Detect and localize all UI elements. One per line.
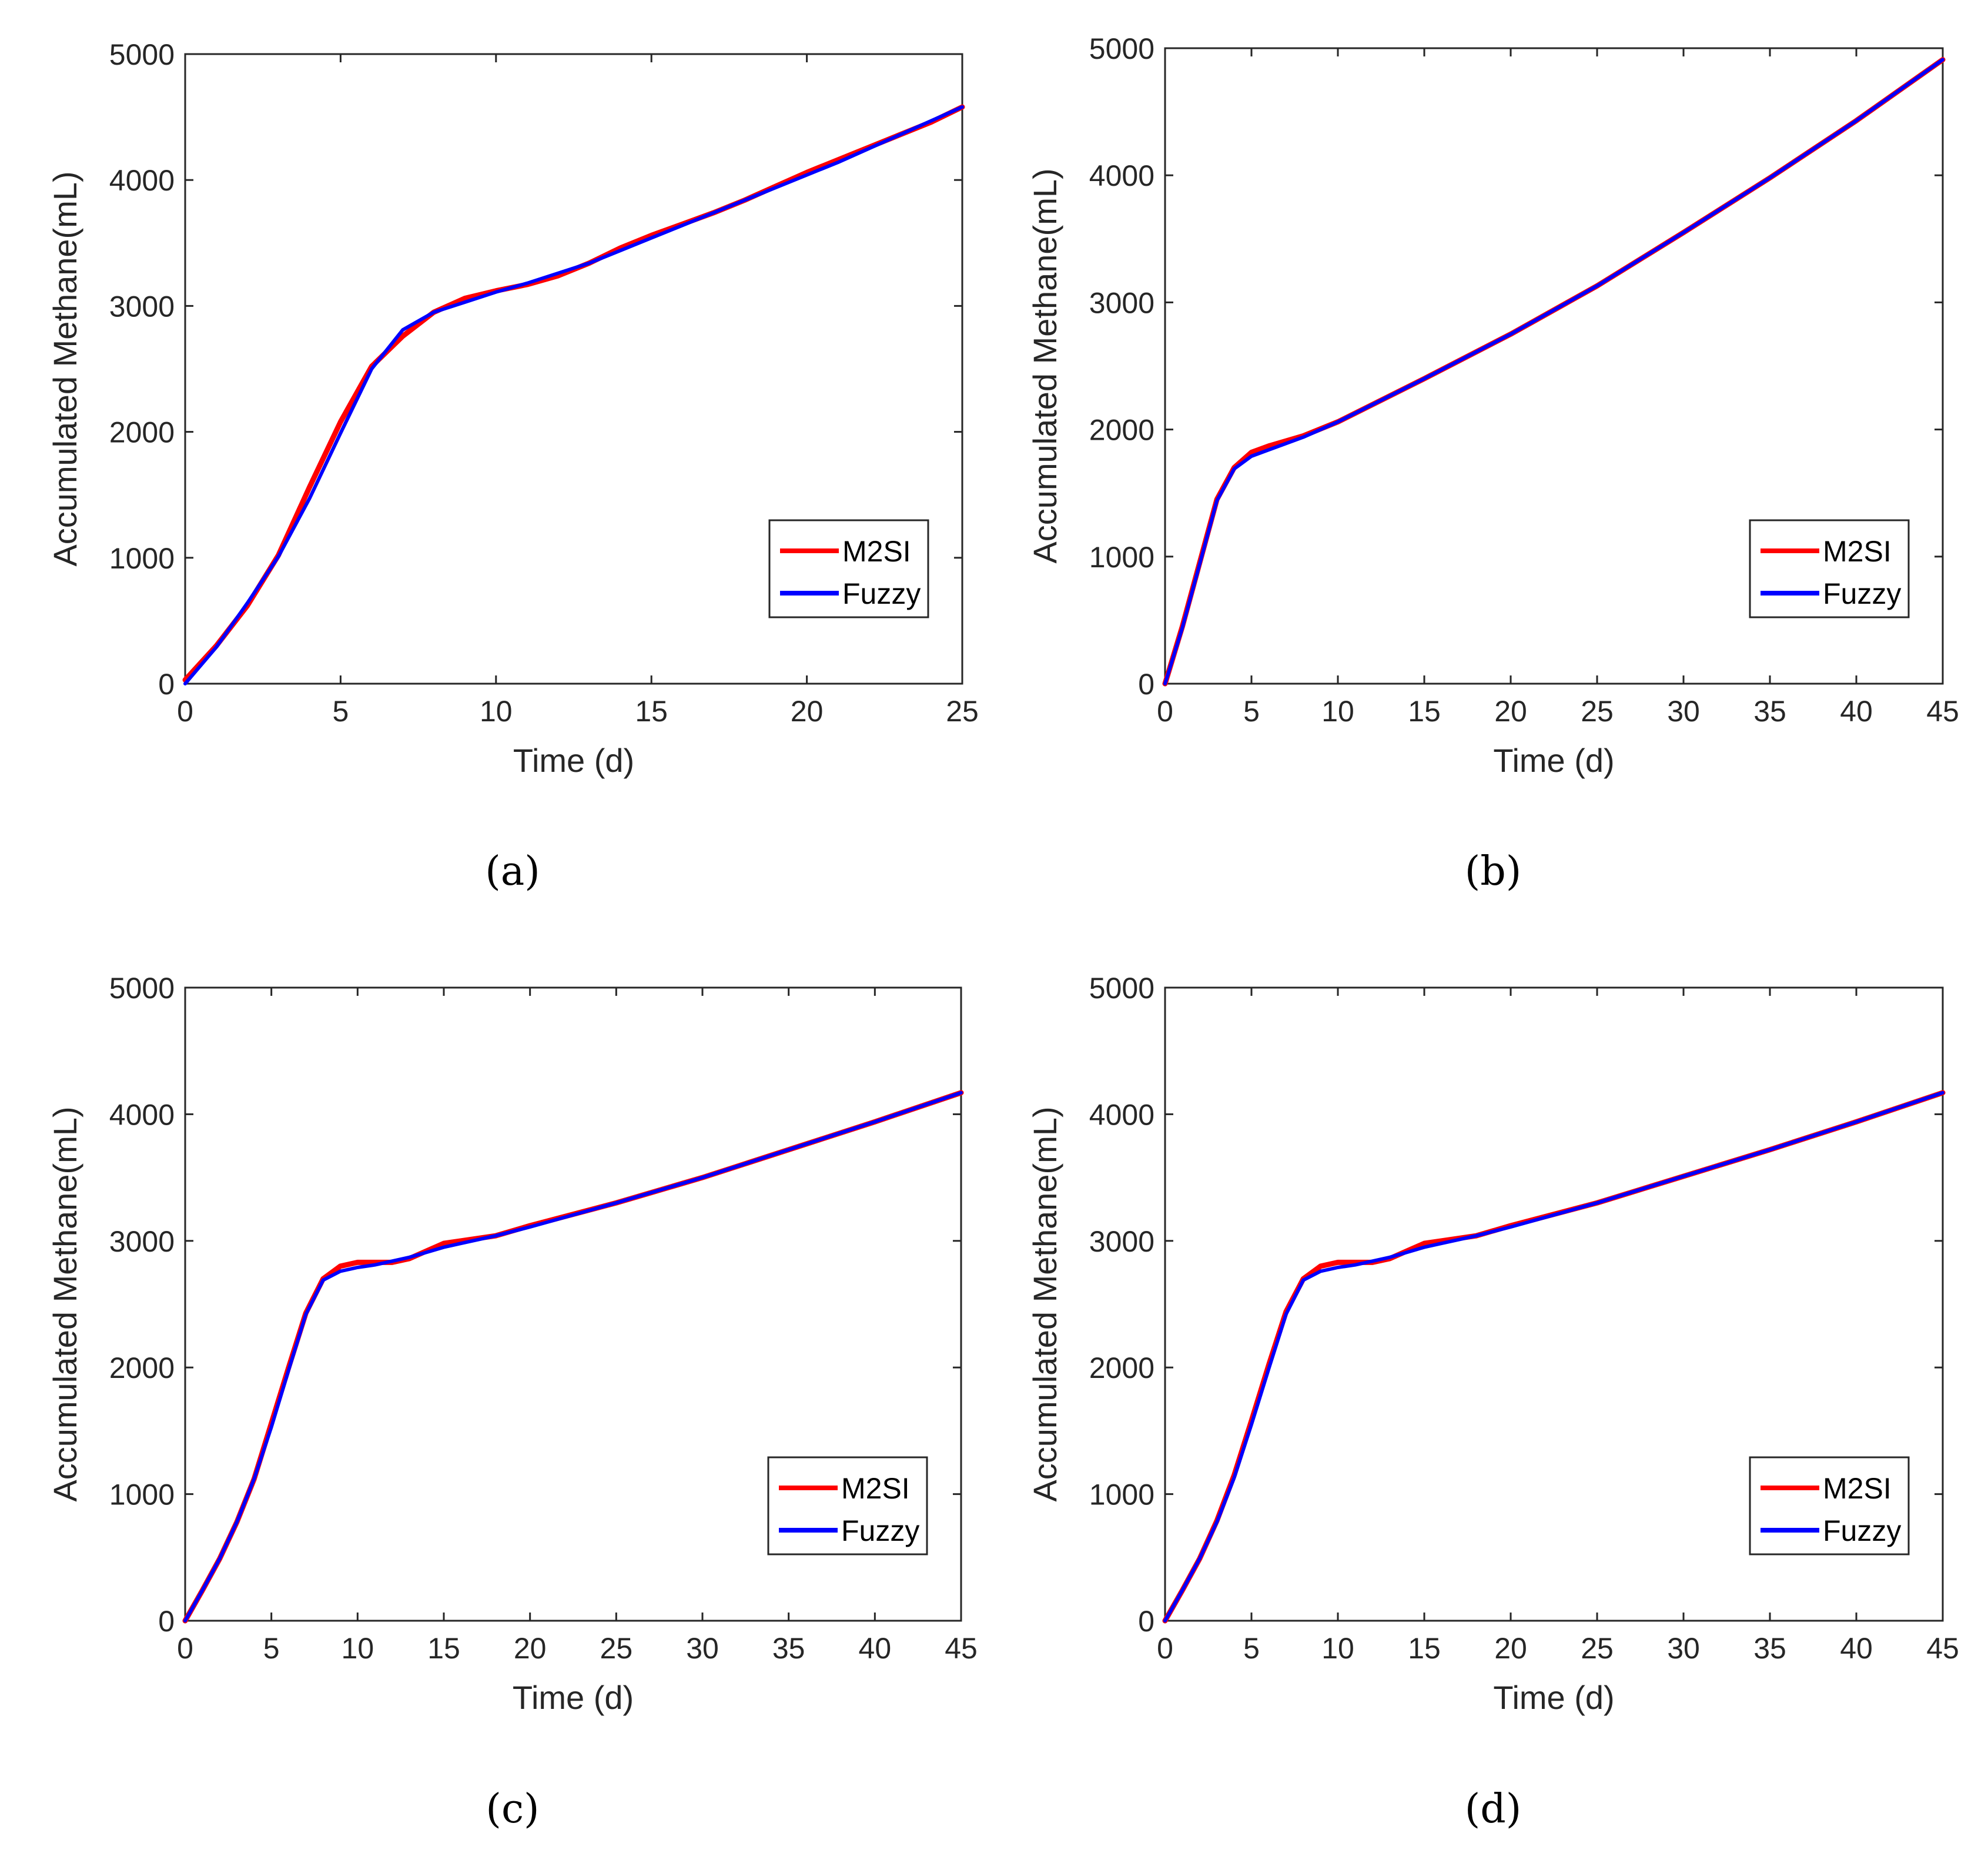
- y-tick-label: 5000: [1089, 972, 1154, 1005]
- y-tick-label: 1000: [1089, 541, 1154, 574]
- legend: M2SI Fuzzy: [767, 1456, 928, 1555]
- legend-box: [1749, 1456, 1910, 1555]
- x-tick-label: 40: [859, 1632, 892, 1665]
- y-tick-label: 5000: [109, 972, 175, 1005]
- y-tick-label: 3000: [109, 1225, 175, 1258]
- legend-box: [768, 519, 929, 618]
- y-tick-label: 2000: [1089, 1351, 1154, 1384]
- x-tick-label: 40: [1840, 1632, 1873, 1665]
- x-tick-label: 25: [600, 1632, 633, 1665]
- series-line-fuzzy: [183, 1090, 963, 1623]
- x-tick-label: 5: [1243, 695, 1260, 728]
- y-tick-label: 3000: [1089, 286, 1154, 319]
- y-axis-label: Accumulated Methane(mL): [1026, 1106, 1063, 1501]
- y-tick-label: 4000: [1089, 159, 1154, 192]
- panel-caption: (d): [1465, 1786, 1522, 1832]
- x-axis-label: Time (d): [513, 1679, 634, 1716]
- series-line-fuzzy: [1163, 1090, 1945, 1623]
- legend-box: [1749, 519, 1910, 618]
- x-tick-label: 15: [427, 1632, 460, 1665]
- y-tick-label: 4000: [109, 164, 175, 197]
- x-tick-label: 10: [342, 1632, 374, 1665]
- series-line-fuzzy: [1163, 58, 1945, 685]
- y-tick-label: 4000: [109, 1098, 175, 1131]
- y-tick-label: 0: [1138, 1605, 1154, 1638]
- panel-caption: (a): [485, 848, 540, 895]
- series-line-fuzzy: [183, 105, 964, 685]
- x-tick-label: 25: [946, 695, 979, 728]
- x-tick-label: 15: [635, 695, 668, 728]
- x-tick-label: 20: [1494, 1632, 1527, 1665]
- x-tick-label: 0: [1157, 1632, 1173, 1665]
- y-tick-label: 2000: [1089, 414, 1154, 447]
- legend-box: [767, 1456, 928, 1555]
- y-tick-label: 0: [158, 668, 175, 701]
- x-tick-label: 30: [1667, 1632, 1700, 1665]
- x-tick-label: 10: [1321, 695, 1354, 728]
- legend: M2SI Fuzzy: [768, 519, 929, 618]
- y-tick-label: 5000: [1089, 32, 1154, 65]
- chart-panel: 0 5 10 15 20 25 30 35 40 45 0 1000 2000 3000 4000 5000 T…: [1026, 32, 1959, 895]
- legend-label-m2si: M2SI: [1823, 1472, 1892, 1505]
- x-tick-label: 30: [1667, 695, 1700, 728]
- x-tick-label: 35: [772, 1632, 805, 1665]
- chart-panel: 0 5 10 15 20 25 30 35 40 45 0 1000 2000 3000 4000 5000 T…: [1026, 972, 1959, 1832]
- x-axis-label: Time (d): [1493, 742, 1614, 779]
- y-tick-label: 5000: [109, 38, 175, 71]
- chart-panel: 0 5 10 15 20 25 0 1000 2000 3000 4000 5000 Time (d) A…: [46, 38, 979, 895]
- x-tick-label: 45: [945, 1632, 978, 1665]
- legend-label-fuzzy: Fuzzy: [1823, 1514, 1901, 1547]
- legend-label-m2si: M2SI: [841, 1472, 910, 1505]
- y-tick-label: 3000: [109, 290, 175, 323]
- legend-label-fuzzy: Fuzzy: [841, 1514, 919, 1547]
- y-tick-label: 2000: [109, 1351, 175, 1384]
- y-tick-label: 1000: [109, 1478, 175, 1511]
- x-tick-label: 10: [1321, 1632, 1354, 1665]
- x-tick-label: 25: [1581, 1632, 1614, 1665]
- x-tick-label: 45: [1926, 695, 1959, 728]
- x-tick-label: 35: [1753, 695, 1786, 728]
- x-tick-label: 0: [1157, 695, 1173, 728]
- y-tick-label: 2000: [109, 416, 175, 449]
- y-tick-label: 0: [158, 1605, 175, 1638]
- x-tick-label: 40: [1840, 695, 1873, 728]
- legend-label-m2si: M2SI: [842, 535, 911, 568]
- legend-label-m2si: M2SI: [1823, 535, 1892, 568]
- y-tick-label: 0: [1138, 668, 1154, 701]
- panel-caption: (c): [486, 1786, 539, 1832]
- legend-label-fuzzy: Fuzzy: [842, 577, 921, 610]
- y-axis-label: Accumulated Methane(mL): [46, 171, 83, 566]
- y-tick-label: 1000: [109, 542, 175, 575]
- y-tick-label: 4000: [1089, 1098, 1154, 1131]
- x-tick-label: 0: [177, 695, 193, 728]
- y-axis-label: Accumulated Methane(mL): [1026, 168, 1063, 563]
- x-tick-label: 25: [1581, 695, 1614, 728]
- x-tick-label: 15: [1408, 1632, 1441, 1665]
- x-axis-label: Time (d): [513, 742, 634, 779]
- panel-caption: (b): [1465, 848, 1522, 895]
- x-tick-label: 15: [1408, 695, 1441, 728]
- x-tick-label: 45: [1926, 1632, 1959, 1665]
- y-tick-label: 3000: [1089, 1225, 1154, 1258]
- y-tick-label: 1000: [1089, 1478, 1154, 1511]
- y-axis-label: Accumulated Methane(mL): [46, 1106, 83, 1501]
- chart-panel: 0 5 10 15 20 25 30 35 40 45 0 1000 2000 3000 4000 5000 T…: [46, 972, 978, 1832]
- x-axis-label: Time (d): [1493, 1679, 1614, 1716]
- legend: M2SI Fuzzy: [1749, 519, 1910, 618]
- x-tick-label: 20: [791, 695, 824, 728]
- x-tick-label: 5: [1243, 1632, 1260, 1665]
- x-tick-label: 35: [1753, 1632, 1786, 1665]
- legend: M2SI Fuzzy: [1749, 1456, 1910, 1555]
- legend-label-fuzzy: Fuzzy: [1823, 577, 1901, 610]
- x-tick-label: 10: [480, 695, 513, 728]
- x-tick-label: 30: [686, 1632, 719, 1665]
- x-tick-label: 20: [514, 1632, 547, 1665]
- x-tick-label: 20: [1494, 695, 1527, 728]
- x-tick-label: 5: [263, 1632, 280, 1665]
- x-tick-label: 0: [177, 1632, 193, 1665]
- x-tick-label: 5: [332, 695, 349, 728]
